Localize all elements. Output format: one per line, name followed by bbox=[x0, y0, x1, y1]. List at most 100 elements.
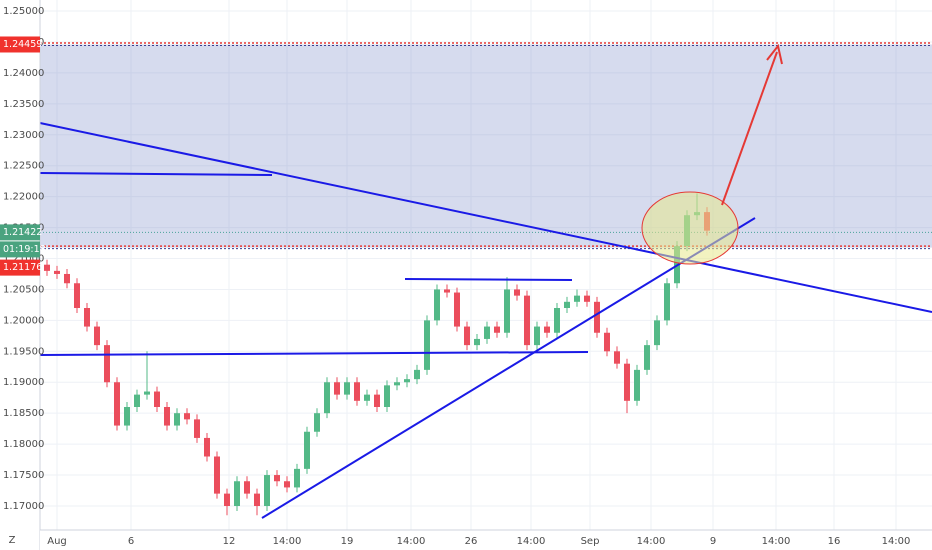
resistance-line bbox=[404, 278, 573, 281]
candle-body bbox=[644, 345, 650, 370]
candle-body bbox=[364, 394, 370, 401]
price-tag-bg bbox=[0, 259, 40, 276]
candle-body bbox=[94, 326, 100, 346]
drawings bbox=[39, 43, 932, 519]
candle-body bbox=[44, 264, 50, 271]
price-tag-bg bbox=[0, 224, 40, 241]
candle-body bbox=[224, 493, 230, 506]
x-tick-label: 14:00 bbox=[517, 536, 546, 547]
candle-body bbox=[404, 379, 410, 383]
axis-labels: 1.17000 1.17500 1.18000 1.18500 1.19000 1.195… bbox=[0, 6, 910, 547]
candle-body bbox=[234, 481, 240, 506]
candle-body bbox=[54, 270, 60, 274]
candle-body bbox=[304, 431, 310, 469]
trend-line bbox=[39, 172, 273, 176]
candle-body bbox=[624, 363, 630, 401]
candle-body bbox=[324, 382, 330, 414]
y-tick-label: 1.19000 bbox=[3, 377, 44, 388]
y-tick-label: 1.24000 bbox=[3, 68, 44, 79]
candle-body bbox=[154, 391, 160, 407]
candle-body bbox=[124, 406, 130, 426]
x-tick-label: 14:00 bbox=[397, 536, 426, 547]
grid bbox=[40, 0, 932, 530]
corner-icon: Z bbox=[9, 535, 16, 546]
y-tick-label: 1.17500 bbox=[3, 470, 44, 481]
candle-body bbox=[314, 413, 320, 432]
y-tick-label: 1.25000 bbox=[3, 6, 44, 17]
candle-body bbox=[104, 345, 110, 383]
rising-trend-line bbox=[261, 217, 756, 519]
candle-body bbox=[134, 394, 140, 407]
target-zone bbox=[40, 44, 932, 248]
price-tag: 1.21422 bbox=[3, 227, 42, 238]
candle-body bbox=[264, 475, 270, 506]
candle-body bbox=[374, 394, 380, 407]
candle-body bbox=[434, 289, 440, 321]
x-tick-label: Sep bbox=[581, 536, 600, 547]
y-tick-label: 1.20500 bbox=[3, 284, 44, 295]
highlight-ellipse bbox=[641, 191, 739, 265]
y-tick-label: 1.18500 bbox=[3, 408, 44, 419]
candle-body bbox=[524, 295, 530, 346]
candle-body bbox=[414, 369, 420, 380]
candle-body bbox=[604, 332, 610, 352]
projection-arrow bbox=[721, 51, 778, 206]
candle-body bbox=[634, 369, 640, 401]
candle-body bbox=[614, 351, 620, 364]
candle-body bbox=[494, 326, 500, 333]
candle-body bbox=[664, 283, 670, 321]
x-tick-label: 14:00 bbox=[273, 536, 302, 547]
trend-line bbox=[39, 122, 932, 313]
x-tick-label: 9 bbox=[710, 536, 716, 547]
y-tick-label: 1.19500 bbox=[3, 346, 44, 357]
support-line bbox=[39, 351, 589, 356]
candle-body bbox=[284, 481, 290, 488]
candle-body bbox=[534, 326, 540, 346]
price-tag: 01:19:18 bbox=[3, 244, 46, 255]
candle-body bbox=[394, 382, 400, 386]
x-tick-label: 14:00 bbox=[882, 536, 911, 547]
candle-body bbox=[484, 326, 490, 339]
candle-body bbox=[654, 320, 660, 346]
candle-body bbox=[514, 289, 520, 296]
candle-body bbox=[464, 326, 470, 346]
candle-body bbox=[174, 413, 180, 426]
zone bbox=[40, 42, 932, 250]
candle-body bbox=[294, 468, 300, 488]
candle-body bbox=[564, 301, 570, 309]
candle-body bbox=[194, 419, 200, 438]
x-tick-label: 14:00 bbox=[637, 536, 666, 547]
y-tick-label: 1.21000 bbox=[3, 254, 44, 265]
price-tag-bg bbox=[0, 36, 40, 53]
candle-body bbox=[504, 289, 510, 333]
candle-body bbox=[574, 295, 580, 302]
candle-body bbox=[384, 385, 390, 407]
x-tick-label: 16 bbox=[828, 536, 841, 547]
arrow-head bbox=[766, 43, 783, 65]
candle-body bbox=[64, 273, 70, 284]
x-tick-label: 6 bbox=[128, 536, 134, 547]
price-tag-bg bbox=[0, 241, 40, 258]
candle-body bbox=[274, 475, 280, 482]
price-tag: 1.21176 bbox=[3, 262, 42, 273]
candle-body bbox=[554, 308, 560, 333]
candle-body bbox=[474, 338, 480, 346]
y-tick-label: 1.17000 bbox=[3, 501, 44, 512]
candle-body bbox=[424, 320, 430, 370]
y-tick-label: 1.22500 bbox=[3, 161, 44, 172]
candle-body bbox=[74, 283, 80, 309]
candle-body bbox=[354, 382, 360, 401]
x-tick-label: 26 bbox=[465, 536, 478, 547]
candle-body bbox=[164, 406, 170, 426]
candle-body bbox=[544, 326, 550, 333]
x-tick-label: Aug bbox=[47, 536, 67, 547]
y-tick-label: 1.20000 bbox=[3, 315, 44, 326]
candle-body bbox=[204, 437, 210, 457]
y-tick-label: 1.23000 bbox=[3, 130, 44, 141]
candle-body bbox=[144, 391, 150, 395]
candle-body bbox=[344, 382, 350, 395]
y-tick-label: 1.18000 bbox=[3, 439, 44, 450]
candle-body bbox=[84, 308, 90, 327]
